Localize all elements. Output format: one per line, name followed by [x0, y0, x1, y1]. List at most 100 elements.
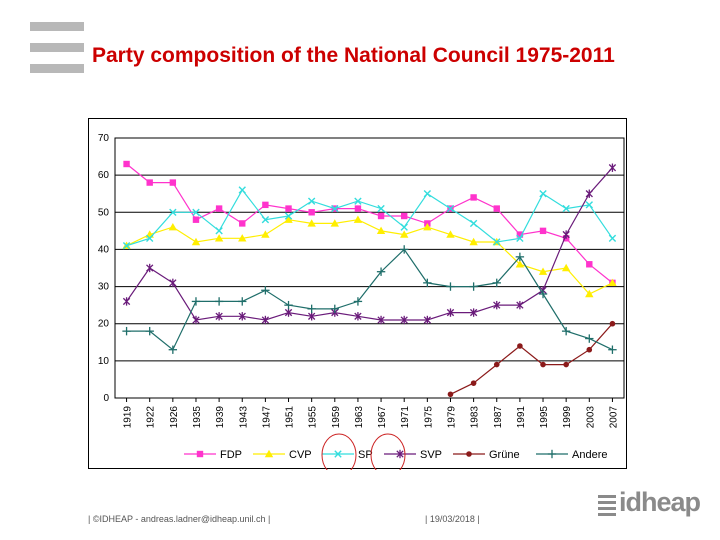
data-point-svp	[146, 263, 154, 273]
data-point-andere	[376, 267, 386, 276]
data-point-fdp	[586, 261, 593, 268]
legend-marker-andere	[547, 449, 557, 459]
data-point-andere	[145, 326, 154, 336]
data-point-andere	[307, 304, 316, 314]
data-point-andere	[400, 245, 409, 254]
chart-frame	[88, 118, 627, 469]
x-tick-label: 1995	[539, 406, 550, 429]
data-point-svp	[400, 315, 408, 325]
logo-bars	[598, 495, 616, 519]
data-point-grne	[493, 361, 500, 368]
y-tick-label: 10	[98, 356, 110, 367]
legend-marker-cvp	[264, 449, 274, 458]
data-point-sp	[446, 204, 455, 213]
series-line-andere	[126, 248, 613, 351]
highlight-circle-sp	[321, 433, 357, 470]
data-point-sp	[331, 204, 339, 213]
data-point-fdp	[539, 227, 547, 235]
data-point-andere	[168, 345, 178, 354]
data-point-andere	[446, 282, 455, 291]
legend-marker-grne	[466, 451, 472, 457]
data-point-andere	[122, 326, 131, 336]
x-tick-label: 1926	[169, 406, 180, 429]
data-point-grne	[470, 380, 477, 386]
data-point-cvp	[515, 260, 525, 268]
data-point-svp	[585, 189, 593, 198]
data-point-sp	[469, 219, 478, 228]
x-tick-label: 2007	[608, 406, 619, 429]
data-point-cvp	[307, 219, 316, 227]
data-point-svp	[215, 312, 223, 321]
data-point-svp	[192, 315, 200, 325]
footer-date: | 19/03/2018 |	[425, 514, 480, 524]
data-point-cvp	[353, 215, 363, 223]
legend-label-cvp: CVP	[289, 449, 312, 461]
legend-marker-fdp	[196, 450, 204, 458]
x-tick-label: 1991	[516, 406, 527, 429]
data-point-sp	[146, 234, 154, 242]
data-point-cvp	[238, 234, 247, 242]
data-point-cvp	[330, 219, 339, 227]
data-point-fdp	[146, 179, 153, 186]
x-tick-label: 1967	[377, 406, 388, 429]
data-point-sp	[192, 208, 200, 216]
data-point-fdp	[123, 160, 130, 168]
data-point-sp	[169, 208, 177, 216]
data-point-svp	[122, 297, 131, 306]
data-point-andere	[284, 300, 293, 310]
x-tick-label: 1999	[562, 406, 573, 429]
data-point-andere	[608, 345, 617, 354]
data-point-svp	[307, 312, 316, 321]
data-point-sp	[516, 234, 524, 242]
data-point-andere	[585, 334, 594, 343]
x-tick-label: 1963	[354, 406, 365, 429]
series-line-sp	[126, 188, 613, 247]
data-point-cvp	[376, 226, 386, 235]
data-point-svp	[493, 300, 501, 310]
data-point-andere	[423, 278, 432, 288]
x-tick-label: 1947	[261, 406, 272, 429]
data-point-andere	[353, 297, 363, 306]
data-point-cvp	[214, 234, 224, 242]
data-point-sp	[307, 197, 316, 205]
y-tick-label: 60	[98, 170, 110, 181]
x-tick-label: 1987	[493, 406, 504, 429]
x-tick-label: 1943	[238, 406, 249, 429]
data-point-cvp	[446, 230, 455, 238]
data-point-andere	[538, 289, 548, 299]
data-point-fdp	[493, 205, 500, 212]
y-tick-label: 30	[98, 282, 110, 293]
x-tick-label: 1959	[331, 406, 342, 429]
data-point-svp	[238, 312, 246, 321]
series-line-grne	[450, 323, 613, 395]
decorative-bar-1	[30, 22, 84, 31]
data-point-sp	[423, 190, 432, 198]
data-point-cvp	[561, 263, 571, 272]
data-point-svp	[446, 308, 455, 317]
data-point-svp	[261, 315, 270, 325]
x-tick-label: 1975	[423, 406, 434, 429]
data-point-cvp	[261, 230, 270, 238]
data-point-grne	[540, 361, 546, 368]
logo-text: idheap	[619, 487, 701, 517]
y-tick-label: 70	[98, 133, 110, 144]
legend-marker-svp	[396, 449, 404, 459]
x-tick-label: 1983	[470, 406, 481, 429]
decorative-bar-2	[30, 43, 84, 52]
data-point-fdp	[516, 231, 524, 238]
data-point-svp	[562, 230, 570, 239]
data-point-svp	[377, 315, 385, 325]
data-point-andere	[261, 286, 270, 295]
x-tick-label: 2003	[585, 406, 596, 429]
data-point-fdp	[192, 216, 200, 223]
data-point-fdp	[239, 220, 246, 227]
data-point-fdp	[354, 205, 362, 212]
data-point-cvp	[191, 237, 201, 246]
data-point-fdp	[470, 194, 477, 201]
x-tick-label: 1951	[285, 406, 296, 429]
data-point-sp	[608, 234, 617, 242]
legend-label-fdp: FDP	[220, 449, 242, 461]
data-point-andere	[515, 252, 525, 262]
x-tick-label: 1955	[308, 406, 319, 429]
data-point-andere	[561, 326, 571, 336]
